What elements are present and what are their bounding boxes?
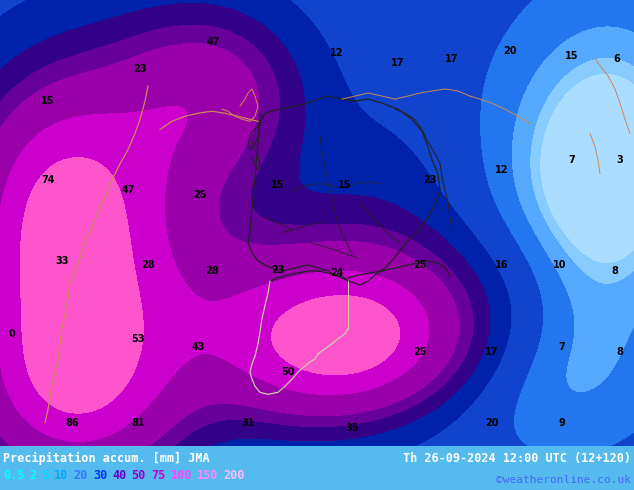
Text: 28: 28 xyxy=(141,260,155,270)
Text: 47: 47 xyxy=(206,37,220,48)
Text: 10: 10 xyxy=(553,260,567,270)
Text: 15: 15 xyxy=(271,180,285,190)
Text: 53: 53 xyxy=(131,334,145,343)
Text: 2: 2 xyxy=(30,469,37,483)
Text: 8: 8 xyxy=(616,347,623,357)
Text: 20: 20 xyxy=(485,417,499,428)
Text: 10: 10 xyxy=(54,469,68,483)
Text: 23: 23 xyxy=(271,265,285,275)
Text: 12: 12 xyxy=(330,48,344,58)
Text: 5: 5 xyxy=(42,469,49,483)
Text: 74: 74 xyxy=(41,175,55,185)
Text: 86: 86 xyxy=(65,417,79,428)
Text: 81: 81 xyxy=(131,417,145,428)
Text: 15: 15 xyxy=(566,50,579,61)
Text: 7: 7 xyxy=(569,155,576,165)
Text: 15: 15 xyxy=(41,96,55,106)
Text: 16: 16 xyxy=(495,260,508,270)
Text: ©weatheronline.co.uk: ©weatheronline.co.uk xyxy=(496,475,631,485)
Text: 17: 17 xyxy=(391,58,404,68)
Text: 75: 75 xyxy=(151,469,165,483)
Text: 20: 20 xyxy=(503,46,517,55)
Text: 17: 17 xyxy=(445,53,459,64)
Text: 100: 100 xyxy=(171,469,191,483)
Text: 7: 7 xyxy=(559,342,566,352)
Text: Th 26-09-2024 12:00 UTC (12+120): Th 26-09-2024 12:00 UTC (12+120) xyxy=(403,452,631,465)
Text: 50: 50 xyxy=(281,367,295,377)
Text: 200: 200 xyxy=(224,469,245,483)
Text: 9: 9 xyxy=(559,417,566,428)
Text: 47: 47 xyxy=(121,185,135,195)
Text: 50: 50 xyxy=(132,469,146,483)
Text: 40: 40 xyxy=(112,469,126,483)
Text: 25: 25 xyxy=(193,190,207,200)
Text: 23: 23 xyxy=(424,175,437,185)
Text: 3: 3 xyxy=(617,155,623,165)
Text: 20: 20 xyxy=(74,469,87,483)
Text: 12: 12 xyxy=(495,165,508,175)
Text: 150: 150 xyxy=(197,469,218,483)
Text: 25: 25 xyxy=(413,260,427,270)
Text: 0: 0 xyxy=(9,329,15,339)
Text: 6: 6 xyxy=(614,53,621,64)
Text: Precipitation accum. [mm] JMA: Precipitation accum. [mm] JMA xyxy=(3,452,210,465)
Text: 0.5: 0.5 xyxy=(3,469,24,483)
Text: 17: 17 xyxy=(485,347,499,357)
Text: 31: 31 xyxy=(242,417,255,428)
Text: 15: 15 xyxy=(339,180,352,190)
Text: 23: 23 xyxy=(133,64,146,74)
Text: 43: 43 xyxy=(191,342,205,352)
Text: 25: 25 xyxy=(413,347,427,357)
Text: 33: 33 xyxy=(55,256,68,266)
Text: 8: 8 xyxy=(612,266,618,276)
Text: 30: 30 xyxy=(93,469,107,483)
Text: 28: 28 xyxy=(205,266,219,276)
Text: 24: 24 xyxy=(330,268,344,278)
Text: 35: 35 xyxy=(346,423,359,433)
